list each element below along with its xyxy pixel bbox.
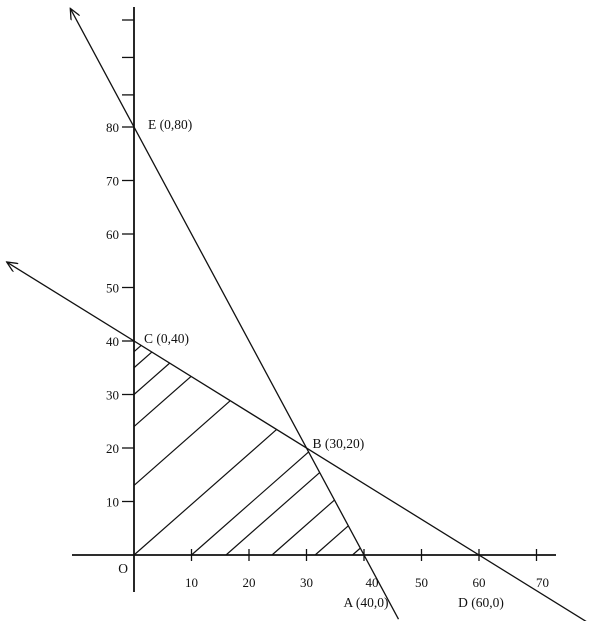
point-label-4: C (0,40) [144,331,189,346]
y-tick-label-10: 10 [106,495,119,510]
hatch-line-4 [133,362,171,395]
point-label-3: B (30,20) [313,436,365,451]
constraint-lines [8,9,587,621]
hatch-line-2 [133,400,231,486]
hatch-line-x-5 [352,547,361,556]
hatch-line-6 [133,344,142,353]
point-label-2: A (40,0) [344,595,389,610]
y-tick-label-20: 20 [106,441,119,456]
hatch-line-1 [133,429,278,556]
y-tick-label-70: 70 [106,174,119,189]
tick-labels: 10 20 30 40 50 60 70 10 20 30 40 50 60 70 80 [106,120,549,590]
constraint-line-2 [8,263,587,621]
y-tick-label-60: 60 [106,227,119,242]
y-tick-label-40: 40 [106,334,119,349]
point-label-6: E (0,80) [148,117,192,132]
hatch-line-x-2 [225,472,321,556]
point-label-1: O [118,561,128,576]
y-tick-label-30: 30 [106,388,119,403]
point-labels: O A (40,0) B (30,20) C (0,40) D (60,0) E (0,8… [118,117,504,610]
hatch-line-x-3 [271,499,335,556]
x-tick-label-30: 30 [300,575,313,590]
x-tick-label-60: 60 [473,575,486,590]
x-tick-label-10: 10 [185,575,198,590]
y-tick-label-50: 50 [106,281,119,296]
x-tick-label-70: 70 [536,575,549,590]
hatch-line-5 [133,351,153,369]
constraint-line-1 [71,9,400,620]
hatch-line-x-1 [191,451,310,556]
x-tick-label-40: 40 [366,575,379,590]
x-tick-label-20: 20 [243,575,256,590]
x-tick-label-50: 50 [415,575,428,590]
axes [72,7,556,592]
hatch-line-x-4 [314,525,349,556]
feasible-region-hatching [133,344,361,556]
y-tick-label-80: 80 [106,120,119,135]
hatch-line-3 [133,375,192,428]
point-label-5: D (60,0) [458,595,504,610]
